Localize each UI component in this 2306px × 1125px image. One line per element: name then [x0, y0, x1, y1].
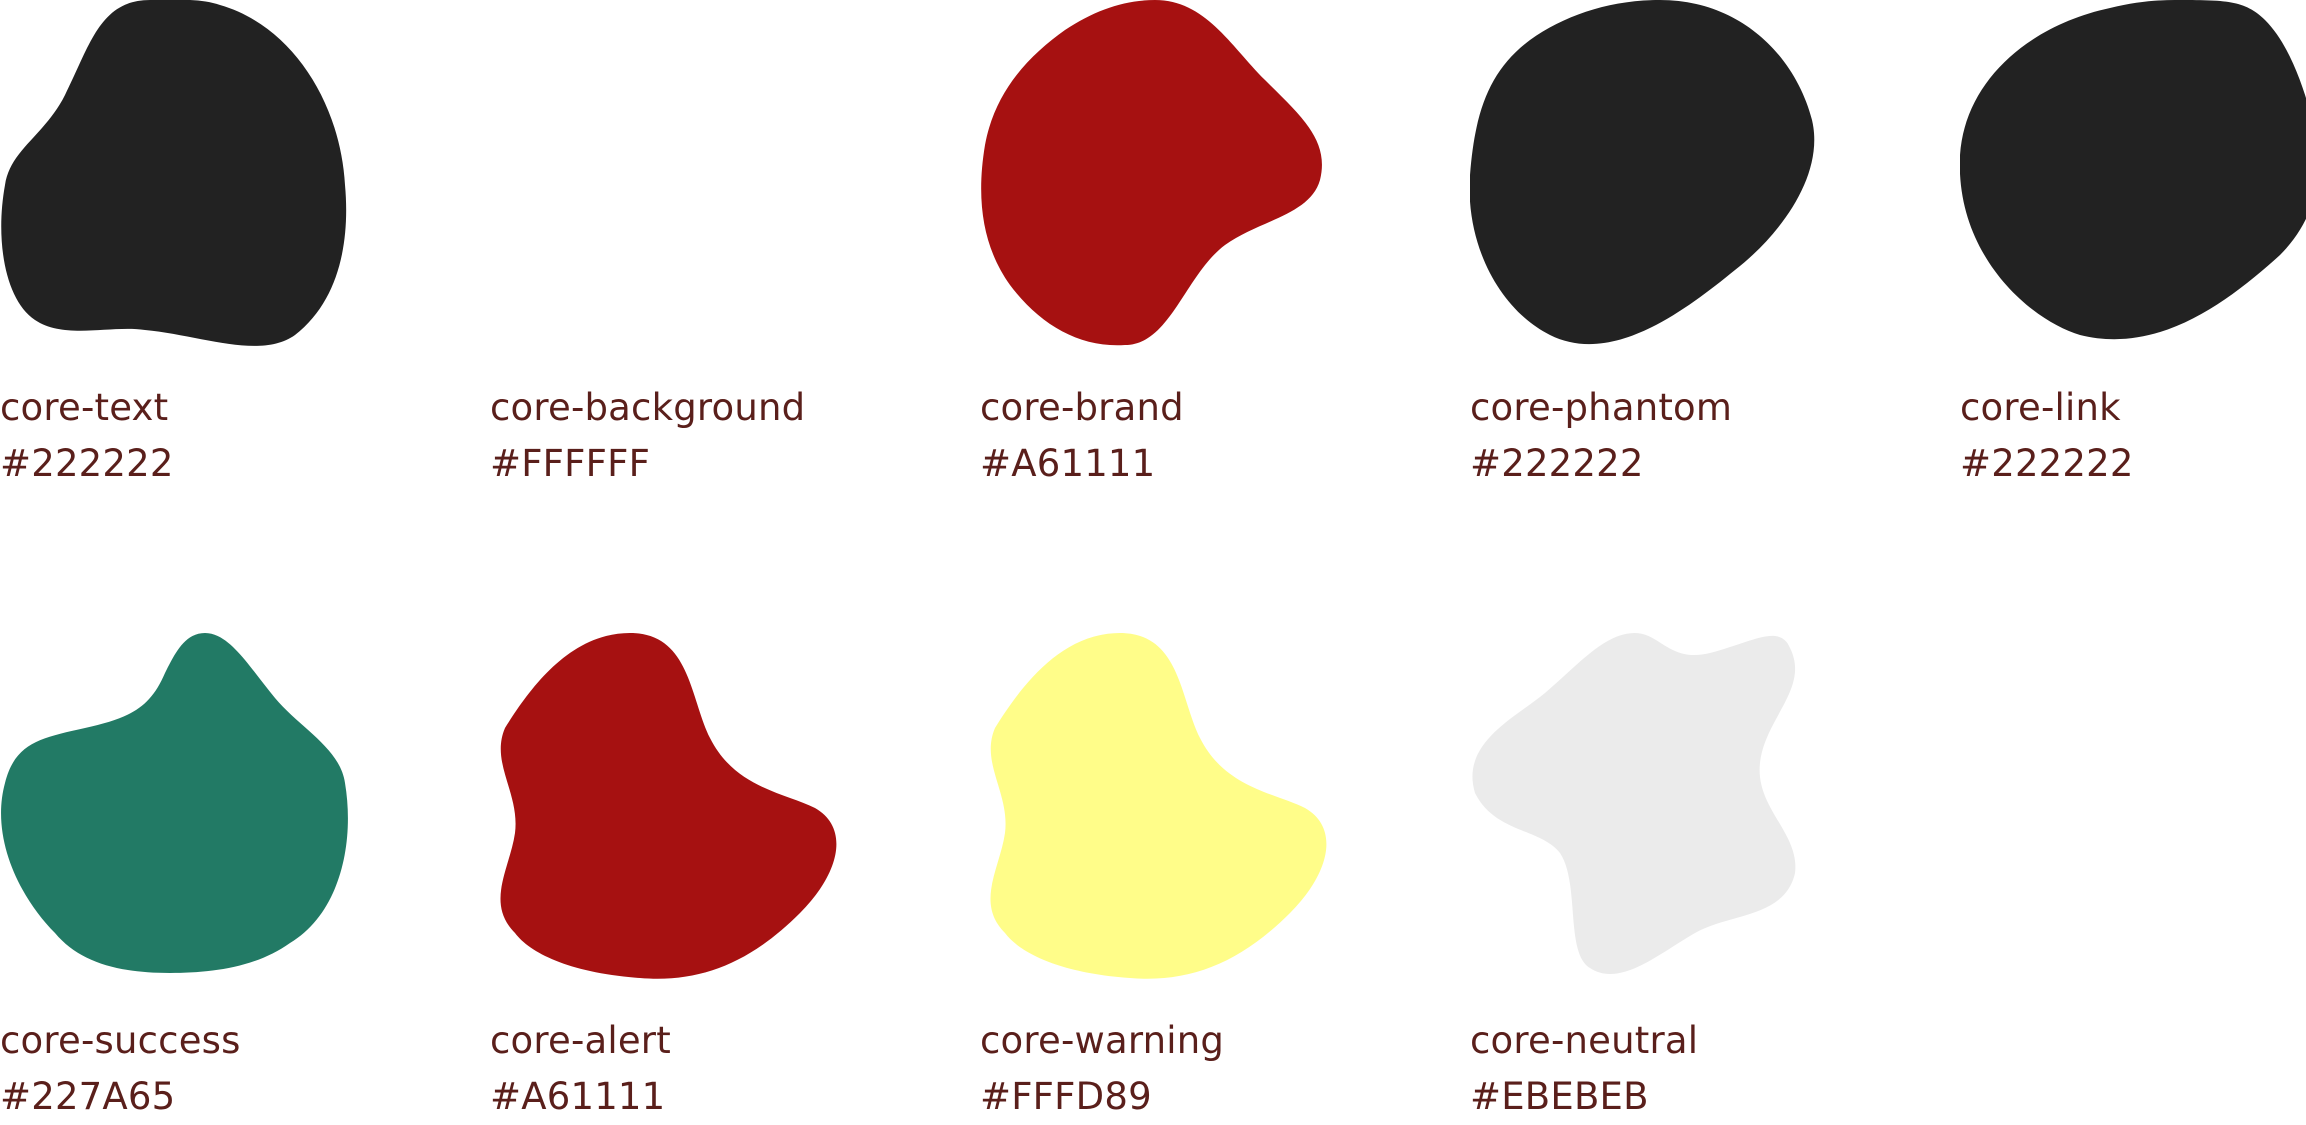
- swatch-core-phantom: core-phantom #222222: [1470, 0, 1830, 492]
- color-name: core-alert: [490, 1019, 671, 1062]
- color-name: core-success: [0, 1019, 241, 1062]
- color-name: core-neutral: [1470, 1019, 1699, 1062]
- swatch-core-link: core-link #222222: [1960, 0, 2306, 492]
- color-hex: #222222: [0, 442, 174, 485]
- swatch-core-background: core-background #FFFFFF: [490, 0, 850, 492]
- color-name: core-phantom: [1470, 386, 1733, 429]
- blob-shape: [1960, 0, 2306, 340]
- color-blob: [990, 633, 1327, 979]
- color-blob: [491, 0, 837, 346]
- swatch-core-alert: core-alert #A61111: [490, 633, 850, 1125]
- color-name: core-brand: [980, 386, 1184, 429]
- color-hex: #FFFD89: [980, 1075, 1152, 1118]
- color-blob: [1472, 633, 1796, 974]
- color-blob: [500, 633, 837, 979]
- color-hex: #A61111: [980, 442, 1156, 485]
- blob-shape: [1472, 633, 1796, 974]
- color-hex: #A61111: [490, 1075, 666, 1118]
- blob-shape: [491, 0, 837, 346]
- color-hex: #EBEBEB: [1470, 1075, 1649, 1118]
- swatch-core-brand: core-brand #A61111: [980, 0, 1340, 492]
- swatch-core-text: core-text #222222: [0, 0, 360, 492]
- color-name: core-link: [1960, 386, 2121, 429]
- color-blob: [1, 0, 347, 346]
- blob-shape: [1470, 0, 1815, 345]
- blob-shape: [990, 633, 1327, 979]
- color-name: core-background: [490, 386, 806, 429]
- color-blob: [1470, 0, 1815, 345]
- color-blob: [981, 0, 1322, 346]
- swatch-core-neutral: core-neutral #EBEBEB: [1470, 633, 1830, 1125]
- color-hex: #FFFFFF: [490, 442, 651, 485]
- color-blob: [1, 633, 348, 973]
- color-name: core-text: [0, 386, 169, 429]
- color-name: core-warning: [980, 1019, 1225, 1062]
- color-hex: #222222: [1960, 442, 2134, 485]
- swatch-core-success: core-success #227A65: [0, 633, 360, 1125]
- color-hex: #222222: [1470, 442, 1644, 485]
- color-hex: #227A65: [0, 1075, 176, 1118]
- color-blob: [1960, 0, 2306, 340]
- swatch-core-warning: core-warning #FFFD89: [980, 633, 1340, 1125]
- blob-shape: [981, 0, 1322, 346]
- blob-shape: [500, 633, 837, 979]
- blob-shape: [1, 0, 347, 346]
- blob-shape: [1, 633, 348, 973]
